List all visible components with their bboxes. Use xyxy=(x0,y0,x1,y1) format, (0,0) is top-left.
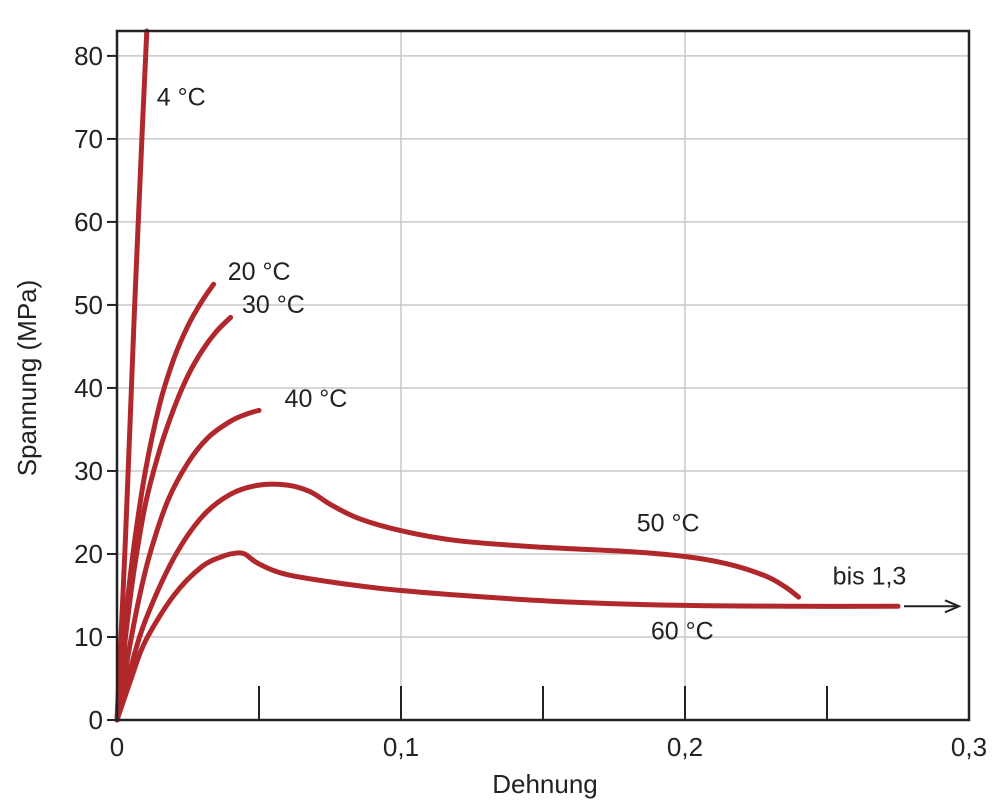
y-tick-label: 40 xyxy=(74,373,103,403)
y-tick-label: 20 xyxy=(74,539,103,569)
annotation-label: 20 °C xyxy=(228,258,291,286)
annotation-label: 60 °C xyxy=(651,617,714,645)
series-line-2 xyxy=(114,314,234,723)
curve-layer xyxy=(114,28,901,723)
y-axis-title: Spannung (MPa) xyxy=(12,280,42,477)
y-tick-label: 70 xyxy=(74,124,103,154)
series-line-4 xyxy=(114,481,802,723)
x-tick-label: 0,3 xyxy=(951,732,987,762)
y-tick-label: 10 xyxy=(74,622,103,652)
annotation-label: 30 °C xyxy=(242,291,305,319)
x-tick-label: 0,1 xyxy=(383,732,419,762)
label-layer: 0 10 20 30 40 50 60 70 80 0 0,1 0,2 0,3 4 °C 20 °C 30 °… xyxy=(74,41,987,762)
series-line-0 xyxy=(114,28,150,723)
y-tick-label: 50 xyxy=(74,290,103,320)
y-tick-label: 60 xyxy=(74,207,103,237)
x-tick-label: 0 xyxy=(110,732,124,762)
arrow-right-icon xyxy=(944,599,962,614)
y-tick-label: 80 xyxy=(74,41,103,71)
plot-area-border xyxy=(115,29,971,722)
grid-layer xyxy=(117,31,969,720)
x-tick-label: 0,2 xyxy=(667,732,703,762)
series-line-5 xyxy=(114,550,901,723)
x-axis-title: Dehnung xyxy=(492,769,598,799)
series-line-3 xyxy=(114,407,262,723)
annotation-label: 4 °C xyxy=(157,84,206,112)
y-tick-label: 30 xyxy=(74,456,103,486)
y-tick-label: 0 xyxy=(89,705,103,735)
annotation-label: 40 °C xyxy=(285,385,348,413)
annotation-label: bis 1,3 xyxy=(833,563,907,591)
plot-frame xyxy=(107,29,971,722)
annotation-label: 50 °C xyxy=(637,510,700,538)
